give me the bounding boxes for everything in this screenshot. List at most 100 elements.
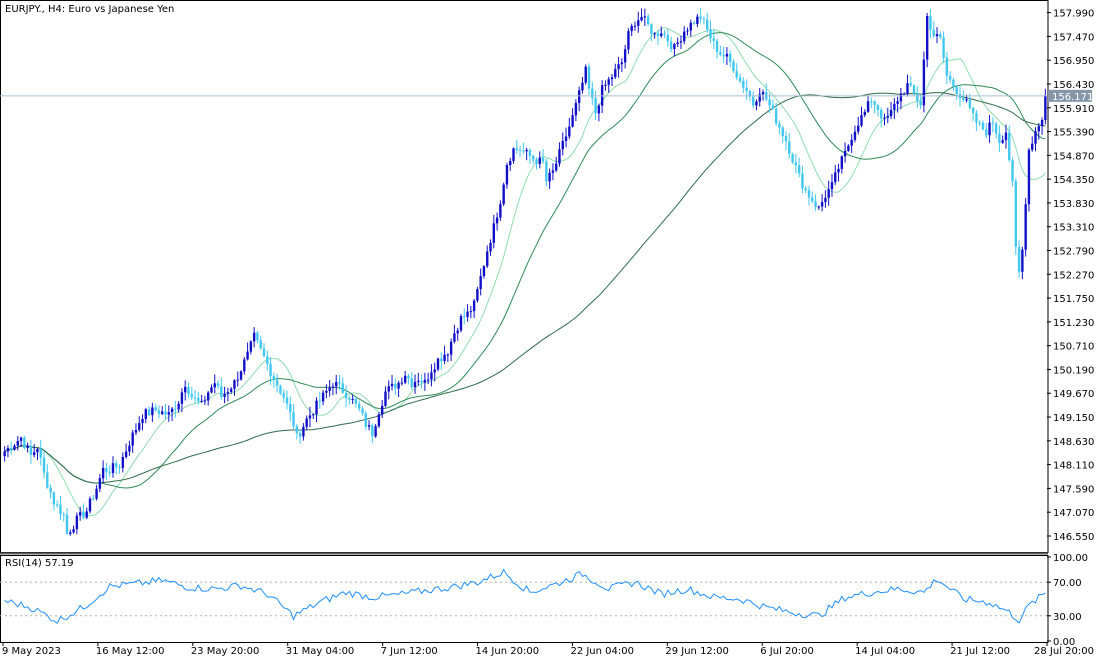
- candle-body: [456, 330, 459, 334]
- rsi-panel-frame: [0, 555, 1049, 643]
- candle-body: [147, 409, 151, 416]
- candle-body: [269, 363, 272, 377]
- candle-body: [85, 511, 88, 518]
- candle-body: [407, 375, 410, 379]
- candle-body: [656, 33, 660, 37]
- y-tick-label: 149.150: [1053, 413, 1094, 424]
- y-tick-label: 151.230: [1053, 318, 1094, 329]
- candle-body: [1040, 119, 1044, 127]
- candle-body: [735, 71, 738, 78]
- candle-body: [988, 122, 991, 136]
- candle-body: [59, 504, 62, 515]
- y-tick-label: 156.950: [1053, 56, 1094, 67]
- candle-body: [692, 22, 696, 24]
- y-tick-label: 156.430: [1053, 80, 1094, 91]
- candle-body: [335, 382, 338, 387]
- candle-body: [932, 29, 935, 37]
- candle-body: [876, 105, 880, 111]
- candle-body: [728, 53, 732, 62]
- candle-body: [29, 446, 33, 456]
- x-tick-label: 29 Jun 12:00: [665, 646, 729, 657]
- candle-body: [476, 289, 479, 301]
- y-tick-label: 150.190: [1053, 365, 1094, 376]
- candle-body: [916, 93, 919, 101]
- x-tick-label: 14 Jul 04:00: [855, 646, 915, 657]
- candle-body: [141, 418, 144, 424]
- candle-body: [180, 392, 184, 404]
- candle-body: [1024, 204, 1027, 250]
- candle-body: [660, 33, 663, 37]
- rsi-tick-label: 70.00: [1053, 578, 1082, 589]
- candle-body: [981, 122, 985, 130]
- candle-body: [719, 51, 722, 55]
- candle-body: [807, 190, 811, 198]
- ma-mid-line: [4, 32, 1046, 489]
- candle-body: [1014, 181, 1018, 247]
- current-price-label: 156.171: [1052, 92, 1093, 103]
- candle-body: [262, 348, 266, 357]
- candle-body: [174, 408, 177, 410]
- candle-body: [3, 451, 6, 457]
- candle-body: [1031, 143, 1034, 150]
- candle-body: [722, 54, 725, 57]
- candle-body: [200, 401, 203, 403]
- y-tick-label: 147.070: [1053, 508, 1094, 519]
- candle-body: [755, 101, 758, 106]
- candle-body: [778, 123, 781, 128]
- y-tick-label: 153.830: [1053, 199, 1094, 210]
- candle-body: [732, 61, 735, 72]
- candle-body: [797, 165, 801, 174]
- candle-body: [229, 388, 233, 392]
- x-tick-label: 9 May 2023: [2, 646, 61, 657]
- candle-body: [26, 446, 29, 448]
- candle-body: [630, 25, 633, 32]
- candle-body: [134, 429, 138, 433]
- candle-body: [88, 498, 92, 512]
- candle-body: [922, 59, 926, 106]
- x-tick-label: 22 Jun 04:00: [570, 646, 634, 657]
- candle-body: [19, 437, 23, 441]
- candle-body: [285, 397, 289, 404]
- candle-body: [144, 409, 148, 419]
- candle-body: [751, 96, 755, 106]
- candle-body: [827, 189, 830, 198]
- candle-body: [525, 149, 528, 152]
- candle-body: [387, 386, 390, 392]
- candle-body: [321, 392, 325, 402]
- y-tick-label: 155.910: [1053, 104, 1094, 115]
- candle-body: [771, 105, 775, 109]
- candle-body: [170, 408, 174, 413]
- candle-body: [952, 79, 955, 87]
- candle-body: [817, 206, 821, 208]
- candle-body: [118, 467, 121, 469]
- candle-body: [811, 197, 814, 202]
- candle-body: [426, 379, 430, 381]
- candle-body: [909, 83, 912, 86]
- candle-body: [101, 467, 105, 479]
- candle-body: [925, 16, 929, 60]
- candle-body: [430, 372, 433, 380]
- candle-body: [962, 98, 965, 101]
- candle-body: [23, 437, 26, 448]
- candle-body: [591, 88, 594, 99]
- candle-body: [712, 38, 715, 41]
- candle-body: [371, 425, 374, 437]
- candle-body: [272, 376, 276, 380]
- candle-body: [541, 157, 545, 162]
- candle-body: [994, 123, 998, 134]
- candle-body: [92, 498, 95, 500]
- candle-body: [971, 107, 975, 114]
- candle-body: [742, 80, 745, 88]
- candle-body: [1034, 131, 1037, 144]
- candle-body: [436, 358, 440, 370]
- candle-body: [1004, 132, 1008, 141]
- candle-body: [610, 77, 614, 80]
- candle-body: [929, 16, 932, 30]
- candle-body: [824, 197, 827, 203]
- candle-body: [617, 64, 620, 70]
- candle-body: [423, 379, 427, 383]
- candle-body: [492, 223, 496, 243]
- candle-body: [535, 159, 538, 164]
